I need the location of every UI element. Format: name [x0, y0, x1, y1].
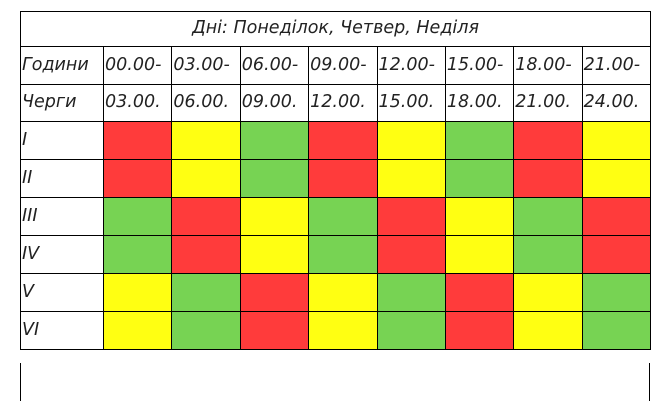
schedule-cell-yellow [308, 311, 378, 350]
schedule-cell-red [581, 235, 652, 274]
slot-end: 06.00. [171, 84, 241, 122]
slot-end: 15.00. [376, 84, 446, 122]
queues-label: Черги [20, 84, 104, 122]
slot-start: 12.00- [376, 46, 446, 85]
queue-row: IV [20, 235, 652, 274]
schedule-cell-red [444, 273, 515, 312]
schedule-cell-green [171, 273, 241, 312]
schedule-cell-red [513, 121, 583, 160]
schedule-cell-green [308, 235, 378, 274]
schedule-cell-red [171, 235, 241, 274]
slot-start: 15.00- [444, 46, 515, 85]
schedule-cell-red [308, 121, 378, 160]
schedule-cell-red [513, 159, 583, 198]
schedule-cell-green [581, 273, 652, 312]
schedule-title: Дні: Понеділок, Четвер, Неділя [19, 11, 652, 47]
queues-header-row: Черги 03.00. 06.00. 09.00. 12.00. 15.00.… [20, 84, 652, 122]
queue-row: II [20, 159, 652, 198]
schedule-cell-green [102, 197, 173, 236]
schedule-cell-green [239, 159, 310, 198]
slot-start: 21.00- [581, 46, 652, 85]
schedule-cell-yellow [171, 121, 241, 160]
schedule-cell-yellow [239, 235, 310, 274]
schedule-cell-red [581, 197, 652, 236]
slot-end: 12.00. [308, 84, 378, 122]
empty-footer-area [20, 363, 650, 401]
schedule-cell-green [376, 273, 446, 312]
schedule-cell-yellow [171, 159, 241, 198]
schedule-cell-green [376, 311, 446, 350]
hours-label: Години [20, 46, 104, 85]
schedule-cell-yellow [444, 197, 515, 236]
title-row: Дні: Понеділок, Четвер, Неділя [19, 11, 652, 47]
queue-row: III [20, 197, 652, 236]
schedule-cell-yellow [581, 121, 652, 160]
schedule-cell-red [102, 121, 173, 160]
schedule-cell-red [239, 311, 310, 350]
outage-schedule-table: Дні: Понеділок, Четвер, Неділя Години 00… [19, 11, 652, 350]
schedule-cell-green [581, 311, 652, 350]
schedule-cell-red [171, 197, 241, 236]
schedule-cell-yellow [513, 311, 583, 350]
schedule-cell-green [171, 311, 241, 350]
schedule-cell-yellow [513, 273, 583, 312]
queue-row: VI [20, 311, 652, 350]
schedule-cell-yellow [102, 311, 173, 350]
slot-start: 18.00- [513, 46, 583, 85]
schedule-cell-red [376, 235, 446, 274]
schedule-cell-green [444, 159, 515, 198]
schedule-cell-yellow [239, 197, 310, 236]
queue-label: I [20, 121, 104, 160]
schedule-cell-red [444, 311, 515, 350]
slot-start: 00.00- [102, 46, 173, 85]
schedule-cell-green [513, 197, 583, 236]
slot-end: 03.00. [102, 84, 173, 122]
hours-header-row: Години 00.00- 03.00- 06.00- 09.00- 12.00… [20, 46, 652, 85]
queue-label: IV [20, 235, 104, 274]
schedule-cell-yellow [581, 159, 652, 198]
schedule-cell-yellow [308, 273, 378, 312]
schedule-cell-green [308, 197, 378, 236]
schedule-cell-yellow [102, 273, 173, 312]
slot-end: 09.00. [239, 84, 310, 122]
queue-label: VI [20, 311, 104, 350]
queue-row: I [20, 121, 652, 160]
slot-end: 24.00. [581, 84, 652, 122]
slot-start: 09.00- [308, 46, 378, 85]
schedule-cell-yellow [376, 159, 446, 198]
schedule-cell-green [239, 121, 310, 160]
schedule-cell-green [513, 235, 583, 274]
slot-end: 21.00. [513, 84, 583, 122]
slot-end: 18.00. [444, 84, 515, 122]
slot-start: 06.00- [239, 46, 310, 85]
queue-label: V [20, 273, 104, 312]
slot-start: 03.00- [171, 46, 241, 85]
schedule-cell-yellow [376, 121, 446, 160]
queue-label: II [20, 159, 104, 198]
schedule-cell-green [444, 121, 515, 160]
schedule-cell-red [239, 273, 310, 312]
schedule-cell-red [308, 159, 378, 198]
queue-row: V [20, 273, 652, 312]
schedule-cell-yellow [444, 235, 515, 274]
queue-label: III [20, 197, 104, 236]
schedule-cell-red [102, 159, 173, 198]
schedule-cell-red [376, 197, 446, 236]
schedule-cell-green [102, 235, 173, 274]
